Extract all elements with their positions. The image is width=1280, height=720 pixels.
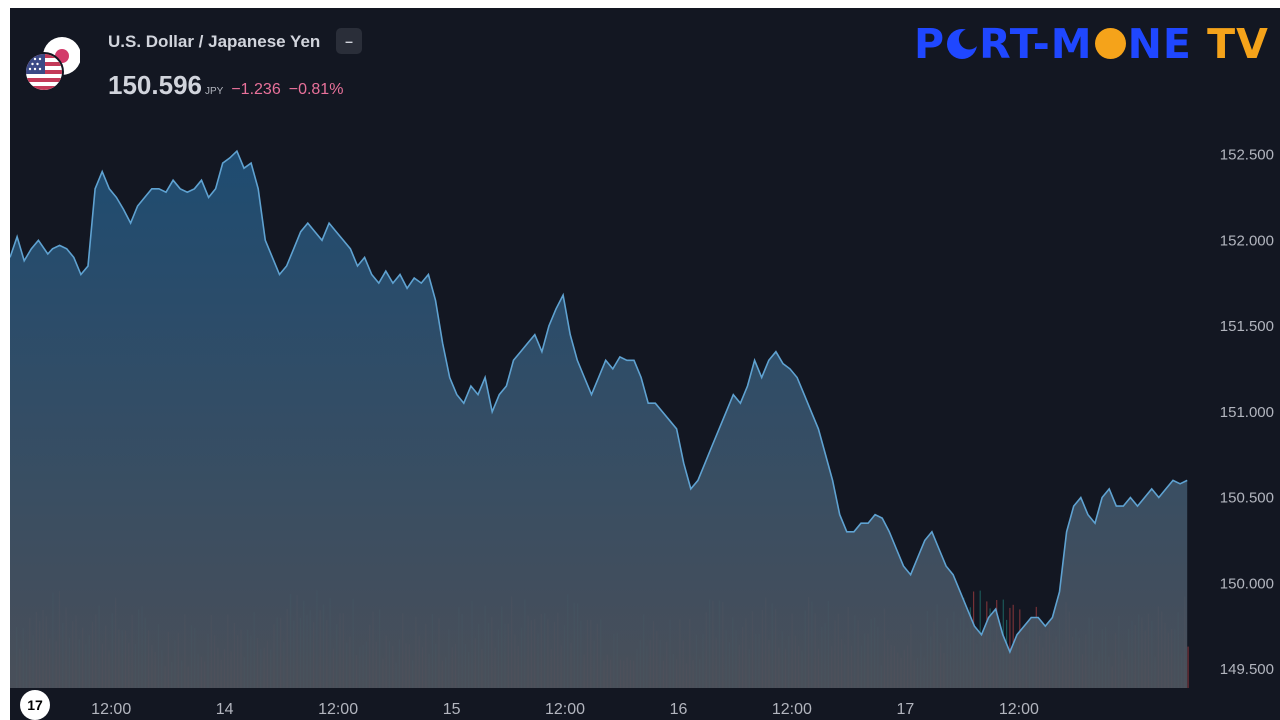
x-tick-label: 12:00 <box>772 701 812 718</box>
currency-pair-flags <box>24 36 81 92</box>
brand-text-1: P <box>914 20 946 68</box>
sun-logo-icon <box>1094 28 1126 59</box>
brand-text-4: TV <box>1191 20 1269 68</box>
volume-bar <box>1009 607 1011 688</box>
price-axis[interactable]: 152.500 152.000 151.500 151.000 150.500 150.0… <box>1220 147 1274 679</box>
brand-text-2: RT-M <box>979 20 1093 68</box>
us-flag-icon <box>24 52 64 92</box>
currency-code: JPY <box>204 86 224 97</box>
y-tick-label: 151.500 <box>1220 318 1274 335</box>
y-tick-label: 150.000 <box>1220 575 1274 592</box>
chart-panel: 152.500 152.000 151.500 151.000 150.500 150.0… <box>10 8 1280 720</box>
y-tick-label: 152.500 <box>1220 147 1274 164</box>
collapse-legend-button[interactable]: – <box>336 28 362 54</box>
tradingview-logo-icon[interactable]: 17 <box>20 690 50 720</box>
x-tick-label: 12:00 <box>545 701 585 718</box>
time-axis[interactable]: 12:00 14 12:00 15 12:00 16 12:00 17 12:00 <box>91 701 1039 718</box>
x-tick-label: 12:00 <box>91 701 131 718</box>
price-area-fill <box>10 151 1188 689</box>
x-tick-label: 12:00 <box>318 701 358 718</box>
y-tick-label: 152.000 <box>1220 232 1274 249</box>
y-tick-label: 151.000 <box>1220 404 1274 421</box>
brand-text-3: NE <box>1127 20 1192 68</box>
x-tick-label: 12:00 <box>999 701 1039 718</box>
x-tick-label: 15 <box>443 701 461 718</box>
price-change-percent: −0.81% <box>288 81 344 98</box>
brand-watermark: P RT-M NE TV <box>914 20 1269 68</box>
y-tick-label: 150.500 <box>1220 490 1274 507</box>
x-tick-label: 14 <box>216 701 234 718</box>
volume-bar <box>1187 646 1189 688</box>
price-chart[interactable]: 152.500 152.000 151.500 151.000 150.500 150.0… <box>10 8 1280 720</box>
last-price: 150.596 <box>108 70 202 100</box>
price-change: −1.236 <box>231 81 281 98</box>
price-line <box>10 149 1188 654</box>
x-tick-label: 16 <box>670 701 688 718</box>
y-tick-label: 149.500 <box>1220 661 1274 678</box>
price-row: 150.596 JPY −1.236 −0.81% <box>108 70 343 101</box>
x-tick-label: 17 <box>897 701 915 718</box>
moon-logo-icon <box>947 29 978 59</box>
symbol-title[interactable]: U.S. Dollar / Japanese Yen <box>108 32 321 51</box>
symbol-header: U.S. Dollar / Japanese Yen – 150.596 JPY −… <box>24 24 444 104</box>
